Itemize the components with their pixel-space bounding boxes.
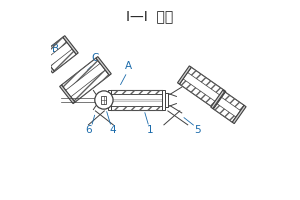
Text: I—I  剖面: I—I 剖面 [126,10,174,24]
Polygon shape [60,85,75,104]
Text: 5: 5 [194,125,201,135]
Bar [111,106,162,110]
Polygon shape [212,90,226,108]
Text: 6: 6 [86,125,92,135]
Bar [111,90,162,94]
Polygon shape [61,58,110,102]
Polygon shape [96,57,111,75]
Polygon shape [216,97,241,117]
Polygon shape [183,72,220,102]
Text: A: A [124,61,132,71]
Circle shape [95,91,113,109]
Polygon shape [232,105,246,124]
Text: 4: 4 [110,125,116,135]
Bar [111,90,162,94]
Polygon shape [66,63,105,97]
Bar [101,96,106,104]
Text: B: B [52,44,59,54]
Polygon shape [41,37,76,71]
Bar [165,93,168,107]
Polygon shape [211,90,225,109]
Bar [162,90,165,110]
Text: 1: 1 [147,125,153,135]
Polygon shape [178,66,191,84]
Polygon shape [63,36,78,54]
Polygon shape [45,42,72,66]
Polygon shape [39,54,54,73]
Polygon shape [213,92,244,122]
Bar [104,93,108,107]
Bar [108,90,111,110]
Bar [111,106,162,110]
Text: C: C [91,53,98,63]
Polygon shape [179,67,224,107]
